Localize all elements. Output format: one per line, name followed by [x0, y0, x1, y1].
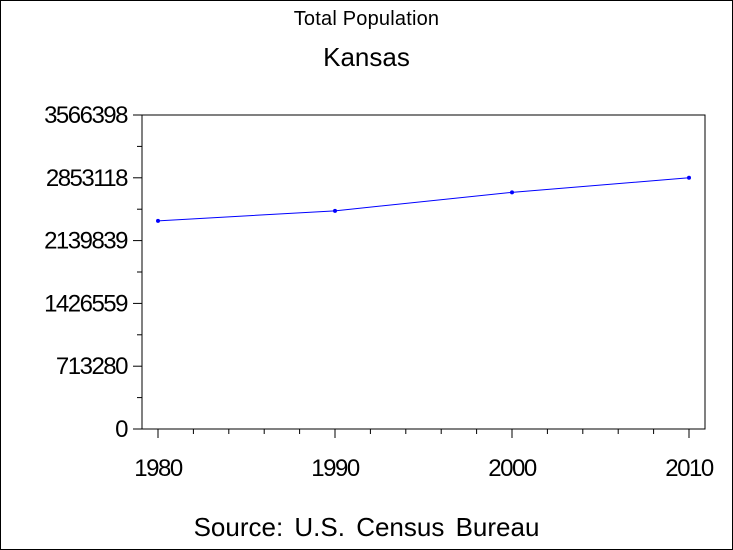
data-point	[510, 190, 514, 195]
y-axis-tick-label: 1426559	[44, 290, 128, 317]
x-axis-tick-label: 1990	[311, 455, 360, 482]
data-point	[687, 175, 691, 180]
y-axis-tick-label: 0	[115, 416, 128, 443]
chart-source: Source: U.S. Census Bureau	[193, 512, 540, 542]
x-axis-tick-label: 1980	[134, 455, 183, 482]
y-axis-tick-label: 2139839	[44, 228, 128, 255]
x-axis-tick-label: 2000	[488, 455, 537, 482]
y-axis-tick-label: 3566398	[44, 102, 128, 129]
chart-subtitle: Kansas	[323, 42, 410, 72]
plot-area	[141, 114, 706, 430]
y-axis-tick-label: 2853118	[46, 165, 128, 192]
chart-title: Total Population	[293, 8, 440, 30]
series-line	[157, 177, 690, 222]
data-point	[333, 208, 337, 213]
x-axis-tick-label: 2010	[665, 455, 714, 482]
y-axis-tick-label: 713280	[56, 353, 128, 380]
data-point	[156, 218, 160, 223]
